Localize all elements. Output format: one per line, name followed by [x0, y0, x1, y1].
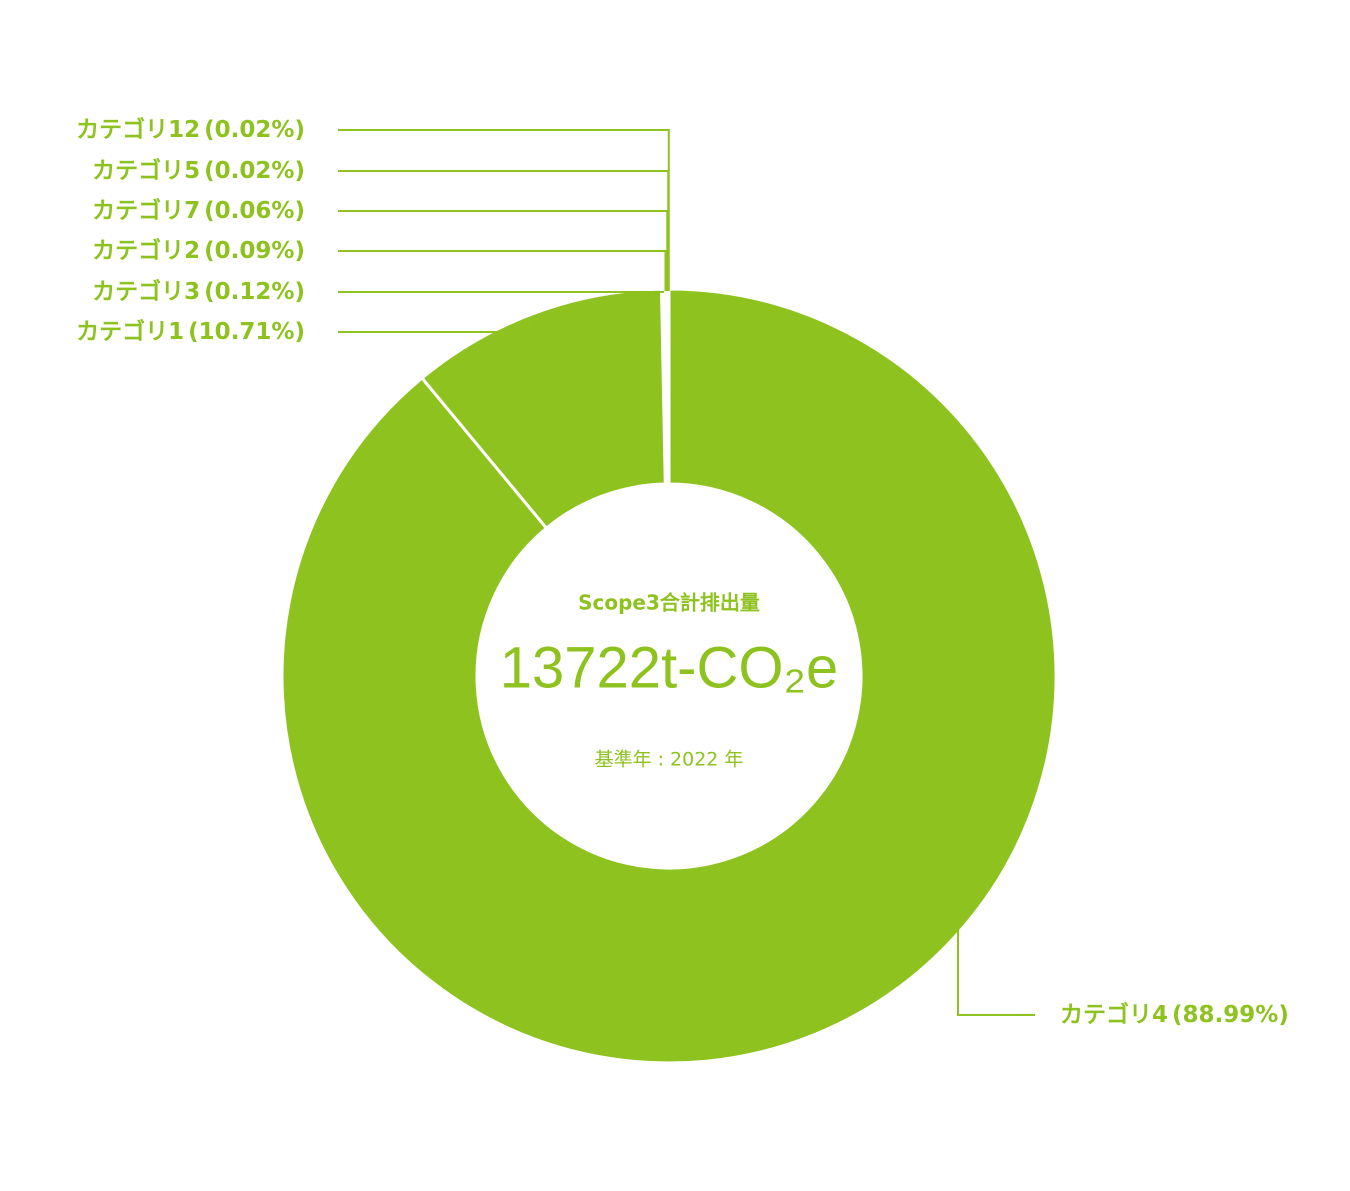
- value-label: (88.99%): [1172, 1002, 1289, 1028]
- leader-line: [957, 930, 1035, 1016]
- category-name: カテゴリ5: [92, 157, 200, 184]
- leader-line: [338, 170, 670, 292]
- slice-label: カテゴリ2 (0.09%): [92, 237, 305, 264]
- center-value: 13722t-CO₂e: [500, 635, 838, 700]
- donut-slice: [280, 287, 1058, 1065]
- category-name: カテゴリ12: [76, 116, 200, 143]
- value-label: (0.02%): [204, 158, 305, 184]
- category-name: カテゴリ2: [92, 237, 200, 264]
- value-label: (10.71%): [188, 319, 305, 345]
- slice-label: カテゴリ3 (0.12%): [92, 278, 305, 305]
- value-label: (0.12%): [204, 279, 305, 305]
- slice-label: カテゴリ4 (88.99%): [1060, 1001, 1289, 1028]
- leader-line: [338, 129, 670, 292]
- category-name: カテゴリ1: [76, 318, 184, 345]
- value-label: (0.06%): [204, 198, 305, 224]
- value-label: (0.02%): [204, 117, 305, 143]
- slice-label: カテゴリ7 (0.06%): [92, 197, 305, 224]
- donut-slice: [419, 287, 667, 531]
- category-name: カテゴリ3: [92, 278, 200, 305]
- center-note: 基準年 : 2022 年: [595, 749, 744, 771]
- category-name: カテゴリ4: [1060, 1001, 1168, 1028]
- leader-line: [338, 315, 536, 333]
- center-title: Scope3合計排出量: [578, 591, 760, 615]
- value-label: (0.09%): [204, 238, 305, 264]
- slice-label: カテゴリ1 (10.71%): [76, 318, 305, 345]
- category-name: カテゴリ7: [92, 197, 200, 224]
- leader-line: [338, 291, 664, 293]
- slice-label: カテゴリ12 (0.02%): [76, 116, 305, 143]
- slice-label: カテゴリ5 (0.02%): [92, 157, 305, 184]
- leader-line: [338, 250, 667, 292]
